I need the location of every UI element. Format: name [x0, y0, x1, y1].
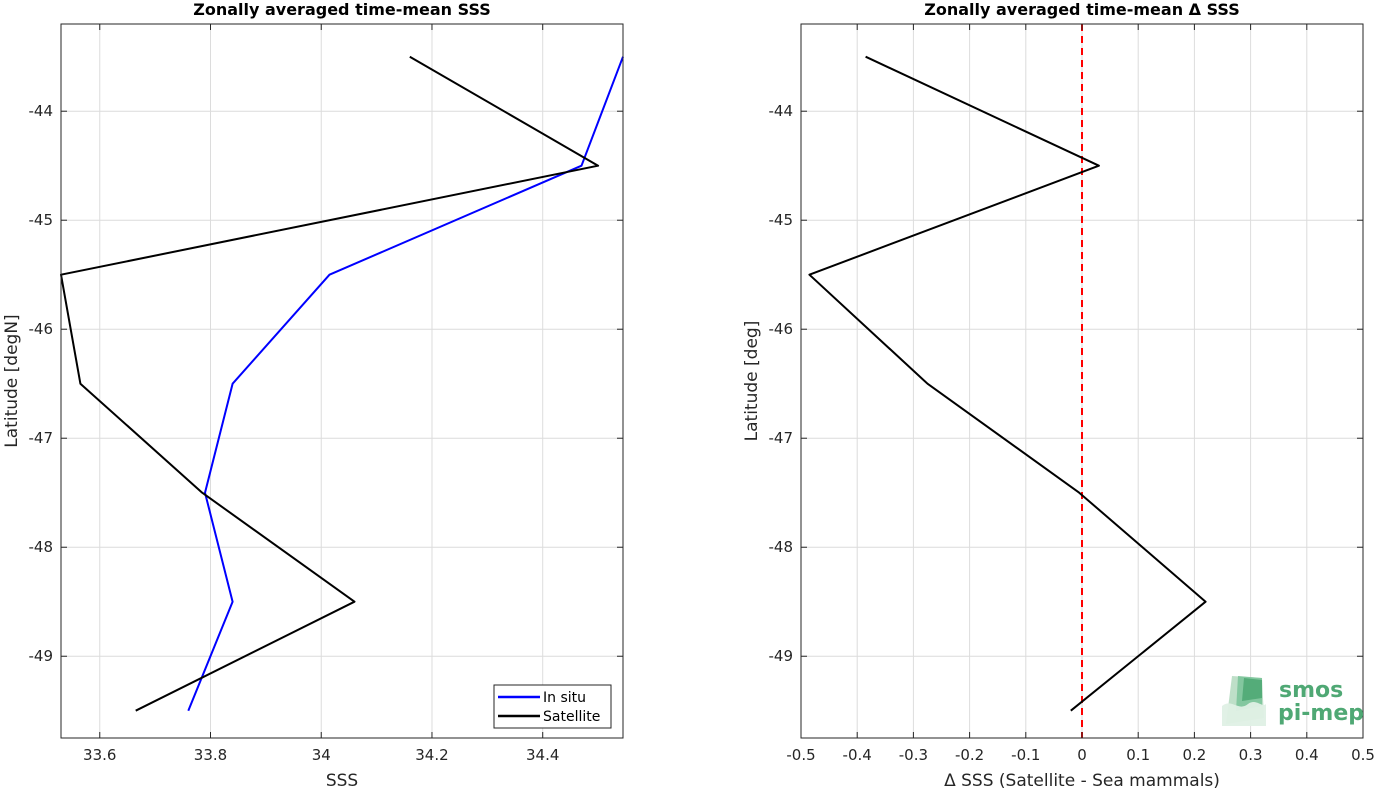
- y-tick-label: -49: [769, 647, 794, 665]
- x-tick-label: -0.4: [843, 746, 872, 764]
- y-axis-label: Latitude [deg]: [742, 321, 762, 442]
- x-tick-label: 34.2: [415, 746, 448, 764]
- plot-area: [61, 24, 623, 738]
- chart-title: Zonally averaged time-mean Δ SSS: [924, 0, 1240, 19]
- x-tick-label: 34: [312, 746, 331, 764]
- y-tick-label: -47: [29, 429, 54, 447]
- series-line-satellite: [60, 55, 600, 712]
- x-tick-label: 0.1: [1126, 746, 1150, 764]
- axes-box: [60, 23, 624, 739]
- x-axis-label: SSS: [326, 771, 358, 791]
- legend-entry-in-situ: In situ: [543, 690, 586, 706]
- panel-sss: 33.6 33.8 34 34.2 34.4 -44 -45 -46 -47 -48 -49 Zona…: [2, 0, 624, 791]
- series-line-delta-sss: [808, 55, 1207, 712]
- panel-delta-sss: -0.5 -0.4 -0.3 -0.2 -0.1 0 0.1 0.2 0.3 0.4 0.5 -44 -…: [742, 0, 1375, 791]
- y-tick-label: -45: [769, 211, 794, 229]
- x-tick-label: 0.5: [1351, 746, 1375, 764]
- x-tick-label: -0.3: [899, 746, 928, 764]
- y-tick-label: -48: [29, 538, 54, 556]
- x-tick-label: 34.4: [526, 746, 559, 764]
- smos-pi-mep-logo: smos pi-mep: [1222, 676, 1364, 726]
- x-tick-label: 33.8: [194, 746, 227, 764]
- y-tick-label: -48: [769, 538, 794, 556]
- y-tick-label: -46: [769, 320, 794, 338]
- legend: In situ Satellite: [493, 684, 612, 729]
- x-tick-label: -0.2: [955, 746, 984, 764]
- x-tick-label: 0.3: [1239, 746, 1263, 764]
- x-tick-label: -0.1: [1011, 746, 1040, 764]
- y-tick-label: -47: [769, 429, 794, 447]
- y-tick-label: -49: [29, 647, 54, 665]
- x-tick-label: 0.4: [1295, 746, 1319, 764]
- legend-entry-satellite: Satellite: [543, 709, 600, 725]
- logo-text-smos: smos: [1279, 678, 1343, 703]
- logo-text-pi-mep: pi-mep: [1278, 701, 1364, 726]
- y-tick-label: -44: [29, 102, 54, 120]
- chart-title: Zonally averaged time-mean SSS: [193, 0, 491, 19]
- y-tick-label: -45: [29, 211, 54, 229]
- y-axis-label: Latitude [degN]: [2, 314, 22, 447]
- x-tick-label: 0.2: [1182, 746, 1206, 764]
- x-tick-label: 0: [1077, 746, 1087, 764]
- x-axis-label: Δ SSS (Satellite - Sea mammals): [944, 771, 1220, 791]
- x-tick-label: -0.5: [786, 746, 815, 764]
- x-tick-label: 33.6: [83, 746, 116, 764]
- y-tick-label: -44: [769, 102, 794, 120]
- series-line-in-situ: [187, 56, 624, 712]
- y-tick-label: -46: [29, 320, 54, 338]
